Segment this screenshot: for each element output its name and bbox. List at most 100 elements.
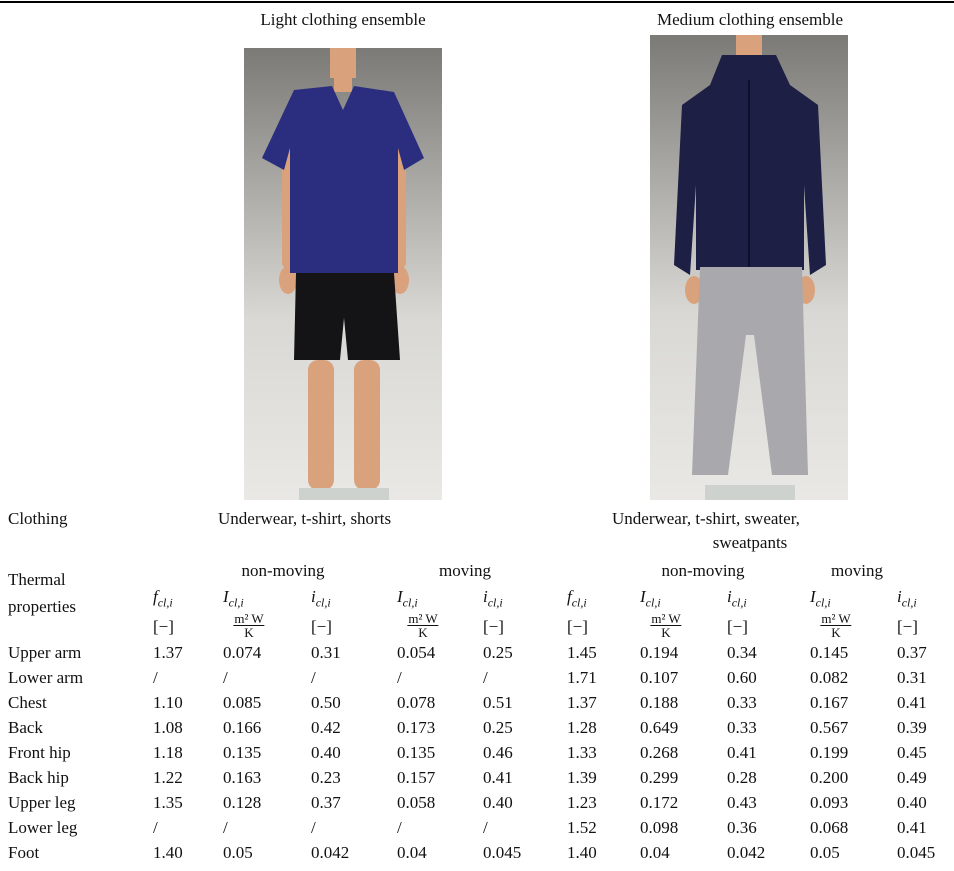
cell: 0.04 (640, 843, 670, 862)
top-rule (0, 1, 954, 3)
cell: 0.40 (897, 793, 927, 812)
cell: 0.39 (897, 718, 927, 737)
row-label: Lower arm (8, 668, 84, 687)
group-header: moving (439, 561, 491, 580)
cell: 0.199 (810, 743, 849, 762)
cell: / (483, 668, 488, 687)
row-label: Clothing (8, 509, 68, 528)
cell: 0.045 (483, 843, 522, 862)
cell: 0.068 (810, 818, 849, 837)
row-label: properties (8, 597, 76, 616)
cell: / (153, 668, 158, 687)
cell: 0.167 (810, 693, 849, 712)
cell: 0.33 (727, 718, 757, 737)
symbol: Icl,i (397, 587, 418, 610)
cell: 0.41 (897, 693, 927, 712)
cell: 0.25 (483, 718, 513, 737)
cell: 0.188 (640, 693, 679, 712)
cell: 0.194 (640, 643, 679, 662)
cell: 0.649 (640, 718, 679, 737)
cell: 1.37 (153, 643, 183, 662)
cell: 1.10 (153, 693, 183, 712)
cell: 0.042 (311, 843, 350, 862)
cell: 0.045 (897, 843, 936, 862)
column-header: Medium clothing ensemble (656, 10, 844, 29)
cell: / (397, 668, 402, 687)
symbol: Icl,i (810, 587, 831, 610)
cell: 1.40 (567, 843, 597, 862)
cell: 0.173 (397, 718, 436, 737)
cell: 0.31 (897, 668, 927, 687)
cell: 0.28 (727, 768, 757, 787)
row-label: Upper leg (8, 793, 76, 812)
cell: 0.172 (640, 793, 679, 812)
cell: 1.08 (153, 718, 183, 737)
cell: 0.04 (397, 843, 427, 862)
cell: 0.093 (810, 793, 849, 812)
cell: 0.41 (483, 768, 513, 787)
cell: 0.40 (483, 793, 513, 812)
cell: 0.45 (897, 743, 927, 762)
unit: [−] (897, 617, 918, 636)
cell: / (397, 818, 402, 837)
cell: 0.33 (727, 693, 757, 712)
column-header: Light clothing ensemble (260, 10, 426, 29)
cell: 0.49 (897, 768, 927, 787)
cell: / (223, 818, 228, 837)
cell: 1.22 (153, 768, 183, 787)
cell: 0.37 (897, 643, 927, 662)
cell: 0.25 (483, 643, 513, 662)
cell: 0.50 (311, 693, 341, 712)
cell: 1.23 (567, 793, 597, 812)
cell: 0.166 (223, 718, 262, 737)
unit: [−] (153, 617, 174, 636)
cell: 0.157 (397, 768, 436, 787)
cell: 0.082 (810, 668, 849, 687)
cell: 0.51 (483, 693, 513, 712)
unit: [−] (311, 617, 332, 636)
symbol: icl,i (897, 587, 917, 610)
symbol: icl,i (311, 587, 331, 610)
symbol: fcl,i (567, 587, 587, 610)
unit: [−] (483, 617, 504, 636)
row-label: Thermal (8, 570, 66, 589)
cell: 0.098 (640, 818, 679, 837)
group-header: moving (831, 561, 883, 580)
unit: [−] (727, 617, 748, 636)
symbol: Icl,i (640, 587, 661, 610)
cell: 0.42 (311, 718, 341, 737)
cell: 0.41 (897, 818, 927, 837)
symbol: fcl,i (153, 587, 173, 610)
cell: 1.33 (567, 743, 597, 762)
cell: 0.128 (223, 793, 262, 812)
cell: 1.39 (567, 768, 597, 787)
cell: 0.46 (483, 743, 513, 762)
cell: 0.05 (810, 843, 840, 862)
cell: 0.60 (727, 668, 757, 687)
cell: 0.34 (727, 643, 757, 662)
symbol: icl,i (727, 587, 747, 610)
cell: 0.078 (397, 693, 436, 712)
cell: 1.71 (567, 668, 597, 687)
row-label: Upper arm (8, 643, 82, 662)
cell: 1.40 (153, 843, 183, 862)
cell: 0.042 (727, 843, 766, 862)
clothing-description: sweatpants (712, 533, 788, 552)
cell: / (311, 818, 316, 837)
row-label: Front hip (8, 743, 71, 762)
cell: 0.37 (311, 793, 341, 812)
group-header: non-moving (241, 561, 325, 580)
cell: 0.23 (311, 768, 341, 787)
symbol: icl,i (483, 587, 503, 610)
cell: / (153, 818, 158, 837)
cell: 0.200 (810, 768, 849, 787)
cell: 0.43 (727, 793, 757, 812)
cell: 0.135 (223, 743, 262, 762)
cell: 1.28 (567, 718, 597, 737)
cell: 0.074 (223, 643, 262, 662)
row-label: Chest (8, 693, 47, 712)
